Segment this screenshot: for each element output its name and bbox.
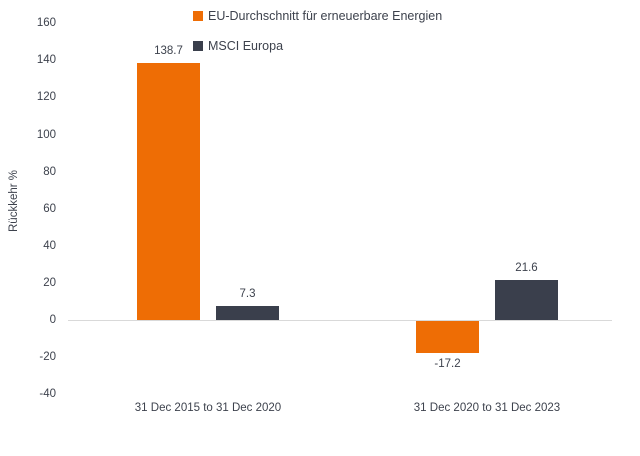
- chart-legend: EU-Durchschnitt für erneuerbare Energien…: [193, 9, 442, 69]
- y-tick-100: 100: [36, 128, 56, 141]
- y-tick-120: 120: [36, 91, 56, 104]
- bar-eu-group2: [416, 321, 479, 353]
- y-tick--20: -20: [39, 351, 56, 364]
- y-tick-160: 160: [36, 17, 56, 30]
- y-tick-80: 80: [43, 165, 56, 178]
- legend-square-orange-icon: [193, 11, 203, 21]
- bar-value-label: 138.7: [154, 44, 183, 57]
- bar-value-label: -17.2: [434, 357, 461, 370]
- x-category-label-2: 31 Dec 2020 to 31 Dec 2023: [413, 402, 561, 414]
- bar-msci-group1: [216, 306, 279, 320]
- y-tick-140: 140: [36, 54, 56, 67]
- y-tick--40: -40: [39, 388, 56, 401]
- legend-label-msci-europa: MSCI Europa: [208, 39, 284, 53]
- y-tick-0: 0: [49, 314, 56, 326]
- bar-value-label: 21.6: [515, 261, 538, 274]
- bar-value-label: 7.3: [239, 288, 256, 301]
- legend-square-dark-icon: [193, 41, 203, 51]
- x-category-label-1: 31 Dec 2015 to 31 Dec 2020: [134, 402, 282, 414]
- y-tick-20: 20: [43, 276, 56, 289]
- y-tick-60: 60: [43, 202, 56, 215]
- legend-item-msci-europa: MSCI Europa: [193, 39, 442, 53]
- bar-msci-group2: [495, 279, 558, 320]
- legend-item-eu-durchschnitt: EU-Durchschnitt für erneuerbare Energien: [193, 9, 442, 23]
- bar-eu-group1: [137, 62, 200, 320]
- zero-baseline: [68, 320, 612, 321]
- legend-label-eu-durchschnitt: EU-Durchschnitt für erneuerbare Energien: [208, 9, 443, 23]
- y-tick-40: 40: [43, 239, 56, 252]
